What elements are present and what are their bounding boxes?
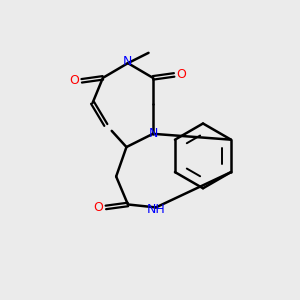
Text: O: O: [177, 68, 186, 81]
Text: O: O: [94, 201, 103, 214]
Text: N: N: [123, 55, 133, 68]
Text: O: O: [69, 74, 79, 87]
Text: N: N: [149, 127, 158, 140]
Text: NH: NH: [147, 203, 166, 216]
